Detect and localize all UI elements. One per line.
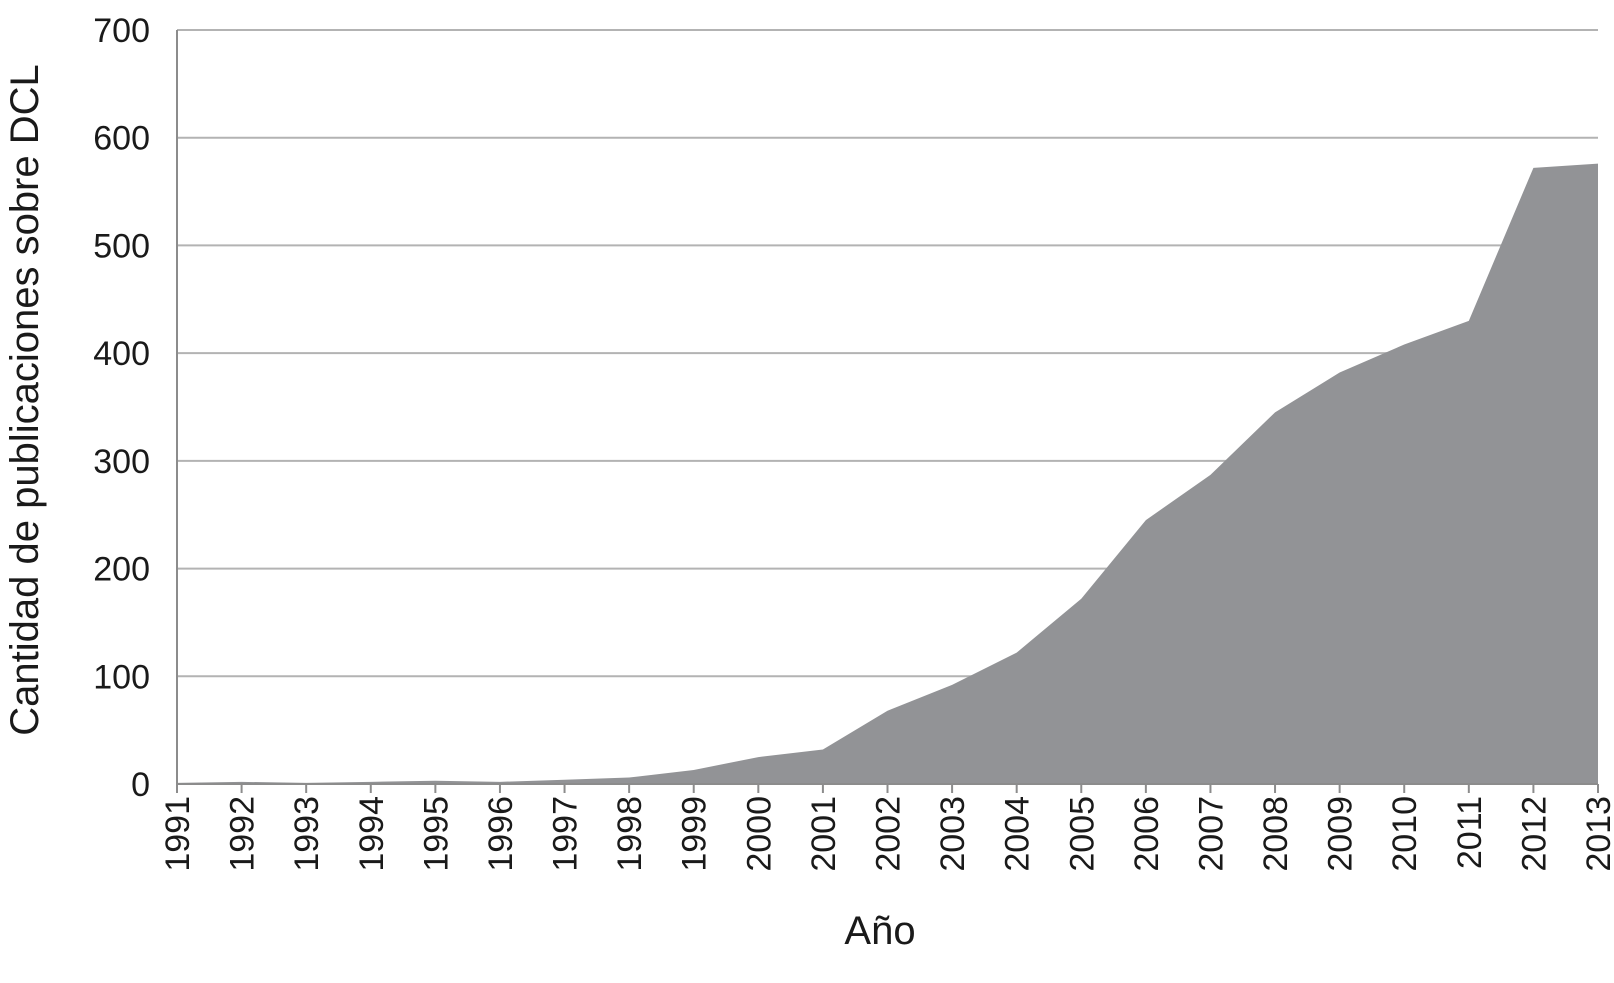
x-tick-label-1997: 1997	[547, 796, 585, 872]
x-tick-label-1992: 1992	[224, 796, 262, 872]
area-series-fill	[177, 163, 1598, 784]
x-tick-label-2012: 2012	[1515, 796, 1553, 872]
y-tick-label-100: 100	[93, 658, 150, 696]
x-tick-label-2008: 2008	[1257, 796, 1295, 872]
x-tick-label-2006: 2006	[1128, 796, 1166, 872]
x-tick-label-1995: 1995	[417, 796, 455, 872]
x-tick-label-1993: 1993	[288, 796, 326, 872]
x-tick-label-2002: 2002	[870, 796, 908, 872]
x-axis-title: Año	[844, 909, 915, 953]
x-tick-label-2004: 2004	[999, 796, 1037, 872]
x-tick-label-2011: 2011	[1451, 796, 1489, 869]
y-axis-title: Cantidad de publicaciones sobre DCL	[3, 64, 47, 736]
y-tick-label-500: 500	[93, 227, 150, 265]
y-tick-label-400: 400	[93, 335, 150, 373]
x-tick-label-1991: 1991	[159, 796, 197, 872]
y-tick-label-300: 300	[93, 443, 150, 481]
x-tick-label-1999: 1999	[676, 796, 714, 872]
x-tick-label-2005: 2005	[1063, 796, 1101, 872]
area-series	[177, 163, 1598, 784]
y-tick-label-200: 200	[93, 551, 150, 589]
x-tick-label-1994: 1994	[353, 796, 391, 872]
x-tick-label-2003: 2003	[934, 796, 972, 872]
y-tick-label-0: 0	[131, 766, 150, 804]
x-tick-label-2000: 2000	[740, 796, 778, 872]
y-tick-label-600: 600	[93, 120, 150, 158]
y-tick-labels: 0 100 200 300 400 500 600 700	[93, 12, 150, 804]
y-tick-label-700: 700	[93, 12, 150, 50]
x-tick-label-1996: 1996	[482, 796, 520, 872]
x-tick-label-2009: 2009	[1322, 796, 1360, 872]
x-tick-label-2001: 2001	[805, 796, 843, 872]
x-tick-label-1998: 1998	[611, 796, 649, 872]
gridlines	[177, 29, 1598, 678]
x-tick-label-2013: 2013	[1580, 796, 1614, 872]
x-tick-label-2010: 2010	[1386, 796, 1424, 872]
x-tick-label-2007: 2007	[1192, 796, 1230, 872]
x-tick-labels: 1991 1992 1993 1994 1995 1996 1997 1998 1999 2000…	[159, 796, 1614, 872]
axes	[176, 30, 1599, 793]
